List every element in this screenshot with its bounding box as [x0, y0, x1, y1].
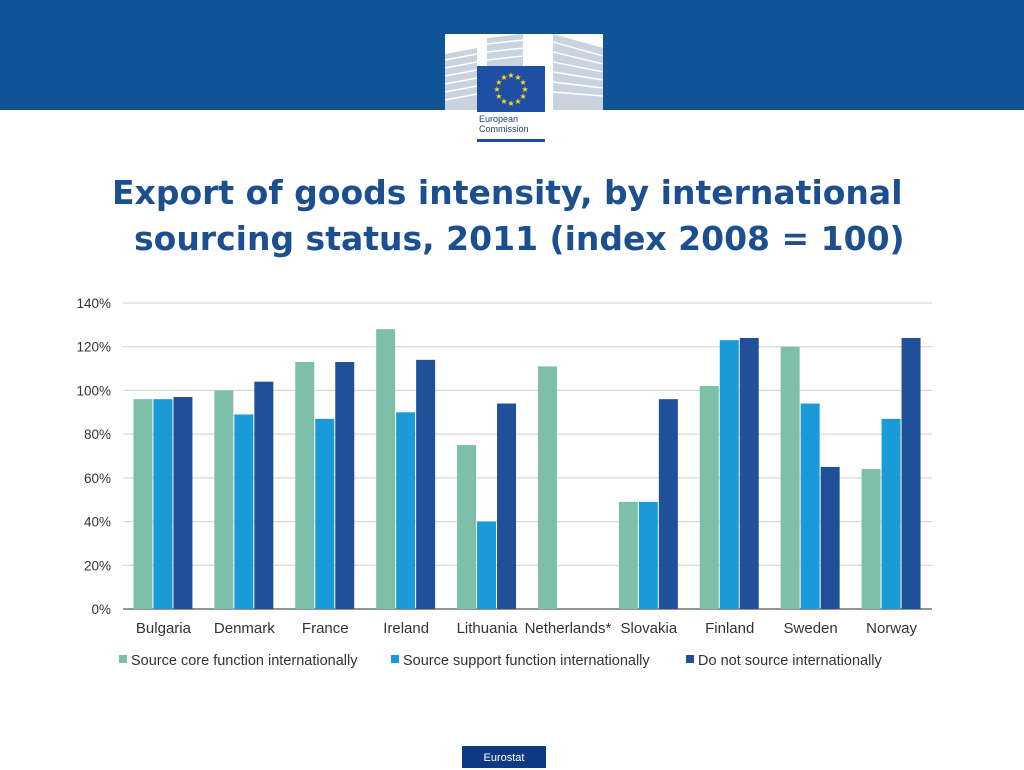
bar — [800, 403, 820, 609]
legend-entry: Do not source internationally — [686, 653, 883, 669]
bar — [234, 414, 254, 609]
x-category-label: Sweden — [784, 620, 838, 637]
x-category-label: Bulgaria — [136, 620, 192, 637]
bar — [457, 445, 477, 609]
eu-star-icon: ★ — [520, 92, 527, 101]
eu-star-icon: ★ — [500, 97, 507, 106]
legend-label: Source support function internationally — [403, 653, 650, 669]
bar — [254, 381, 274, 609]
bar — [153, 399, 173, 609]
y-tick-label: 0% — [91, 602, 111, 617]
slide-title-line-2: sourcing status, 2011 (index 2008 = 100) — [134, 219, 905, 258]
chart-bars — [133, 329, 921, 609]
logo-line-2: Commission — [479, 124, 529, 134]
bar — [214, 390, 234, 609]
y-tick-label: 120% — [76, 340, 111, 355]
legend-entry: Source core function internationally — [119, 653, 358, 669]
bar — [133, 399, 153, 609]
x-category-label: France — [302, 620, 349, 637]
bar — [173, 396, 193, 609]
x-category-label: Lithuania — [457, 620, 519, 637]
bar — [315, 418, 335, 609]
bar — [335, 362, 355, 609]
x-category-label: Finland — [705, 620, 754, 637]
bar — [739, 337, 759, 609]
legend-swatch — [391, 655, 399, 663]
eu-star-icon: ★ — [495, 78, 502, 87]
eu-star-icon: ★ — [514, 73, 521, 82]
slide-title-line-1: Export of goods intensity, by internatio… — [112, 173, 903, 212]
legend-swatch — [686, 655, 694, 663]
eu-star-icon: ★ — [507, 99, 514, 108]
y-axis-ticks: 0% 20% 40% 60% 80% 100% 120% 140% — [76, 296, 111, 617]
eu-star-icon: ★ — [521, 85, 528, 94]
bar — [699, 386, 719, 609]
y-tick-label: 140% — [76, 296, 111, 311]
bar — [861, 469, 881, 609]
eurostat-badge: Eurostat — [462, 746, 546, 768]
logo-underline — [477, 139, 545, 142]
eu-star-icon: ★ — [493, 85, 500, 94]
bar — [497, 403, 517, 609]
y-tick-label: 100% — [76, 383, 111, 398]
bar — [416, 359, 436, 609]
eu-star-icon: ★ — [500, 73, 507, 82]
logo-line-1: European — [479, 114, 519, 124]
x-category-label: Denmark — [214, 620, 275, 637]
bar — [820, 466, 840, 609]
slide-title: Export of goods intensity, by internatio… — [112, 170, 972, 262]
logo-wordmark: European Commission — [479, 114, 569, 134]
legend-label: Source core function internationally — [131, 653, 358, 669]
bar — [881, 418, 901, 609]
eu-star-icon: ★ — [520, 78, 527, 87]
bar — [618, 501, 638, 609]
x-category-label: Norway — [866, 620, 917, 637]
european-commission-logo: ★ ★ ★ ★ ★ ★ ★ ★ ★ ★ ★ ★ — [444, 34, 604, 144]
y-tick-label: 20% — [84, 558, 111, 573]
x-category-label: Ireland — [383, 620, 429, 637]
eu-star-icon: ★ — [495, 92, 502, 101]
x-category-label: Netherlands* — [525, 620, 612, 637]
x-axis-categories: Bulgaria Denmark France Ireland Lithuania Net… — [136, 620, 918, 637]
legend-label: Do not source internationally — [698, 653, 883, 669]
bar — [719, 340, 739, 609]
y-tick-label: 60% — [84, 471, 111, 486]
y-tick-label: 40% — [84, 515, 111, 530]
berlaymont-flag-icon: ★★★★★★★★★ ★ ★★ — [444, 34, 604, 112]
bar — [901, 337, 921, 609]
bar — [658, 399, 678, 609]
bar — [780, 346, 800, 609]
legend-entry: Source support function internationally — [391, 653, 650, 669]
y-tick-label: 80% — [84, 427, 111, 442]
x-category-label: Slovakia — [620, 620, 677, 637]
legend-swatch — [119, 655, 127, 663]
eu-star-icon: ★ — [507, 71, 514, 80]
bar — [638, 501, 658, 609]
bar — [295, 362, 315, 609]
bar — [396, 412, 416, 609]
bar — [477, 521, 497, 609]
bar — [376, 329, 396, 609]
bar — [537, 366, 557, 609]
chart-legend: Source core function internationally Sour… — [119, 653, 883, 669]
eu-star-icon: ★ — [514, 97, 521, 106]
